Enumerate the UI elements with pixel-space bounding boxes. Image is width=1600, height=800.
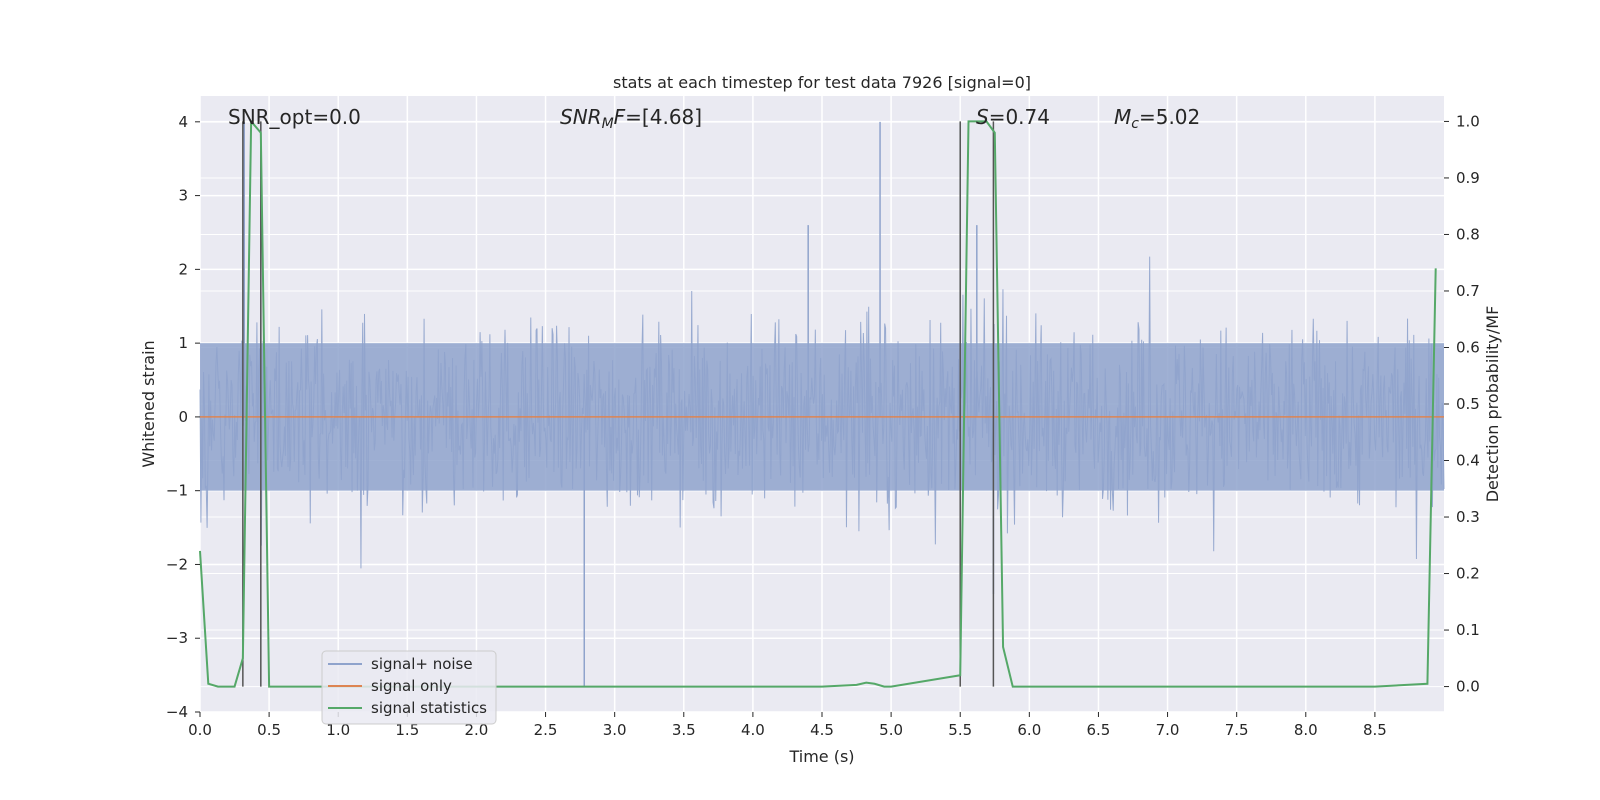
y-axis-label: Whitened strain — [139, 340, 158, 467]
y2-tick-label: 0.3 — [1456, 508, 1480, 526]
x-axis: 0.0 0.5 1.0 1.5 2.0 2.5 3.0 3.5 4.0 4.5 5.0 5.5 6.0 6… — [188, 712, 1387, 739]
y-tick-label: −2 — [166, 555, 188, 573]
y-tick-label: −3 — [166, 629, 188, 647]
y2-tick-label: 0.1 — [1456, 621, 1480, 639]
y-tick-label: −1 — [166, 482, 188, 500]
x-tick-label: 4.0 — [741, 721, 765, 739]
chart-title: stats at each timestep for test data 792… — [613, 73, 1031, 92]
x-tick-label: 6.5 — [1087, 721, 1111, 739]
annotation-snr-opt: SNR_opt=0.0 — [228, 105, 361, 129]
annotation-s: S=0.74 — [976, 105, 1050, 129]
legend: signal+ noise signal only signal statist… — [321, 650, 497, 725]
x-tick-label: 0.0 — [188, 721, 212, 739]
y2-tick-label: 0.9 — [1456, 169, 1480, 187]
signal-statistics-line — [199, 118, 1437, 688]
y2-tick-label: 0.5 — [1456, 395, 1480, 413]
y-tick-label: 1 — [178, 334, 188, 352]
legend-label-signal-noise: signal+ noise — [371, 655, 473, 673]
x-tick-label: 8.0 — [1294, 721, 1318, 739]
y-tick-label: 2 — [178, 260, 188, 278]
x-tick-label: 5.0 — [879, 721, 903, 739]
y2-tick-label: 0.2 — [1456, 565, 1480, 583]
x-tick-label: 7.0 — [1156, 721, 1180, 739]
y-axis-left: −4 −3 −2 −1 0 1 2 3 4 — [166, 113, 200, 721]
y-tick-label: 0 — [178, 408, 188, 426]
legend-label-signal-only: signal only — [371, 677, 452, 695]
y-tick-label: 3 — [178, 187, 188, 205]
y2-axis-label: Detection probability/MF — [1483, 306, 1502, 503]
legend-box — [321, 650, 497, 725]
y2-tick-label: 1.0 — [1456, 112, 1480, 130]
x-tick-label: 3.0 — [603, 721, 627, 739]
x-axis-label: Time (s) — [788, 747, 854, 766]
x-tick-label: 3.5 — [672, 721, 696, 739]
x-tick-label: 7.5 — [1225, 721, 1249, 739]
y2-tick-label: 0.6 — [1456, 338, 1480, 356]
x-tick-label: 1.0 — [326, 721, 350, 739]
x-tick-label: 2.5 — [534, 721, 558, 739]
x-tick-label: 4.5 — [810, 721, 834, 739]
x-tick-label: 1.5 — [395, 721, 419, 739]
y-tick-label: −4 — [166, 703, 188, 721]
annotation-mc: Mc=5.02 — [1114, 105, 1200, 132]
legend-label-signal-statistics: signal statistics — [371, 699, 487, 717]
x-tick-label: 6.0 — [1017, 721, 1041, 739]
y-axis-right: 0.0 0.1 0.2 0.3 0.4 0.5 0.6 0.7 0.8 0.9 1.0 — [1444, 112, 1480, 696]
x-tick-label: 5.5 — [948, 721, 972, 739]
annotation-snr-mf: SNRMF=[4.68] — [560, 105, 702, 132]
y2-tick-label: 0.7 — [1456, 282, 1480, 300]
y2-tick-label: 0.4 — [1456, 452, 1480, 470]
x-tick-label: 8.5 — [1363, 721, 1387, 739]
y-tick-label: 4 — [178, 113, 188, 131]
y2-tick-label: 0.8 — [1456, 225, 1480, 243]
x-tick-label: 0.5 — [257, 721, 281, 739]
signal-statistics-series — [199, 118, 1437, 688]
vertical-lines — [242, 121, 995, 687]
y2-tick-label: 0.0 — [1456, 678, 1480, 696]
x-tick-label: 2.0 — [465, 721, 489, 739]
